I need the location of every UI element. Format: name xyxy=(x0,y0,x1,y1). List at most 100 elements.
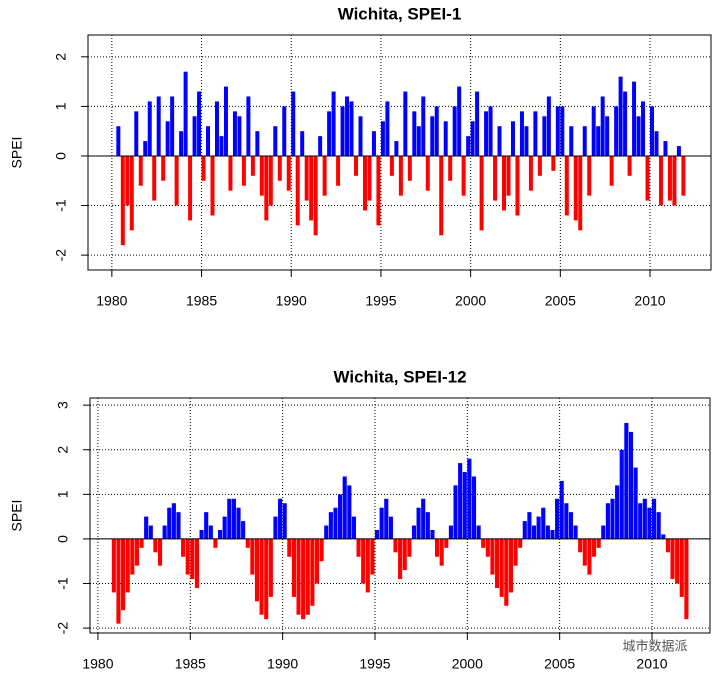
bar xyxy=(568,512,574,539)
bar xyxy=(619,449,624,539)
x-tick-label: 2010 xyxy=(634,293,665,309)
bar xyxy=(199,529,204,539)
bar xyxy=(522,521,527,539)
bar xyxy=(388,516,393,539)
bar xyxy=(421,96,426,156)
bar xyxy=(484,111,489,156)
bar xyxy=(138,155,143,186)
bar xyxy=(147,101,152,156)
bar xyxy=(371,131,376,156)
bar xyxy=(578,155,583,231)
bar xyxy=(652,498,657,539)
x-tick-label: 1980 xyxy=(96,293,127,309)
bar xyxy=(533,111,538,156)
bar xyxy=(394,141,399,156)
bar xyxy=(291,538,296,597)
bar xyxy=(125,155,130,206)
bar xyxy=(403,91,408,156)
bar xyxy=(111,538,116,593)
bar xyxy=(365,538,370,593)
x-tick-label: 1990 xyxy=(276,293,307,309)
bar xyxy=(268,538,273,597)
bar xyxy=(231,498,236,539)
bar xyxy=(665,538,670,553)
bar xyxy=(273,516,278,539)
y-tick-label: 1 xyxy=(55,490,71,498)
watermark: 城市数据派 xyxy=(622,638,687,653)
bar xyxy=(153,538,158,553)
bar xyxy=(208,525,213,539)
bar xyxy=(287,538,292,557)
bar xyxy=(304,155,309,201)
bar xyxy=(367,155,372,201)
bar xyxy=(471,476,477,539)
bar xyxy=(204,512,209,539)
bar xyxy=(591,538,597,557)
bar xyxy=(582,126,587,156)
bar xyxy=(301,538,306,620)
bar xyxy=(650,106,654,156)
bar xyxy=(633,467,638,539)
bar xyxy=(430,529,435,539)
bar xyxy=(213,538,218,548)
bar xyxy=(328,512,333,539)
bar xyxy=(502,155,507,211)
bar xyxy=(596,126,601,156)
bar xyxy=(537,155,542,176)
bar xyxy=(351,516,357,539)
bar xyxy=(143,141,148,156)
bar xyxy=(185,538,190,575)
bar xyxy=(609,155,614,186)
bar xyxy=(362,155,367,211)
bar xyxy=(347,485,352,539)
bar xyxy=(398,155,403,196)
bar xyxy=(663,141,668,156)
bar xyxy=(676,146,681,156)
bar xyxy=(476,525,481,539)
bar xyxy=(453,485,458,539)
bar xyxy=(573,155,578,221)
bar xyxy=(654,131,659,156)
bar xyxy=(393,538,398,553)
bar xyxy=(582,538,587,566)
bar xyxy=(282,503,287,539)
bar xyxy=(264,538,269,620)
y-axis-label: SPEI xyxy=(9,500,25,532)
bar xyxy=(504,538,509,606)
bar xyxy=(139,538,144,548)
bar xyxy=(179,131,184,156)
bar xyxy=(536,516,541,539)
bar xyxy=(236,507,241,539)
plot-frame xyxy=(89,397,711,634)
bar xyxy=(497,126,502,156)
bar xyxy=(171,503,176,539)
bar xyxy=(679,538,684,597)
bar xyxy=(527,512,532,539)
bar xyxy=(361,538,366,584)
bar xyxy=(282,106,287,156)
bar xyxy=(245,538,250,548)
bar xyxy=(402,538,407,571)
bar xyxy=(176,512,181,539)
bar xyxy=(481,538,486,548)
bar xyxy=(421,498,426,539)
bar xyxy=(546,96,551,156)
x-tick-label: 1990 xyxy=(267,656,298,672)
bar xyxy=(319,538,324,562)
bar xyxy=(545,525,550,539)
bar xyxy=(121,538,126,611)
bar xyxy=(384,498,389,539)
bar xyxy=(531,525,537,539)
bar xyxy=(228,155,233,191)
bar xyxy=(210,155,215,216)
bar xyxy=(470,121,475,156)
bar xyxy=(681,155,686,196)
bar xyxy=(314,538,320,584)
bar xyxy=(443,121,448,156)
bar xyxy=(277,155,282,181)
bar xyxy=(116,126,121,156)
bar xyxy=(130,538,135,575)
bar xyxy=(318,136,323,156)
bar xyxy=(618,76,623,156)
